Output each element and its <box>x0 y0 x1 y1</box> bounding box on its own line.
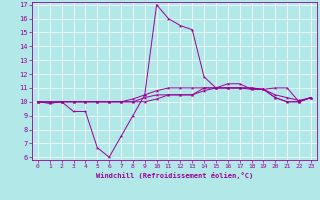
X-axis label: Windchill (Refroidissement éolien,°C): Windchill (Refroidissement éolien,°C) <box>96 172 253 179</box>
